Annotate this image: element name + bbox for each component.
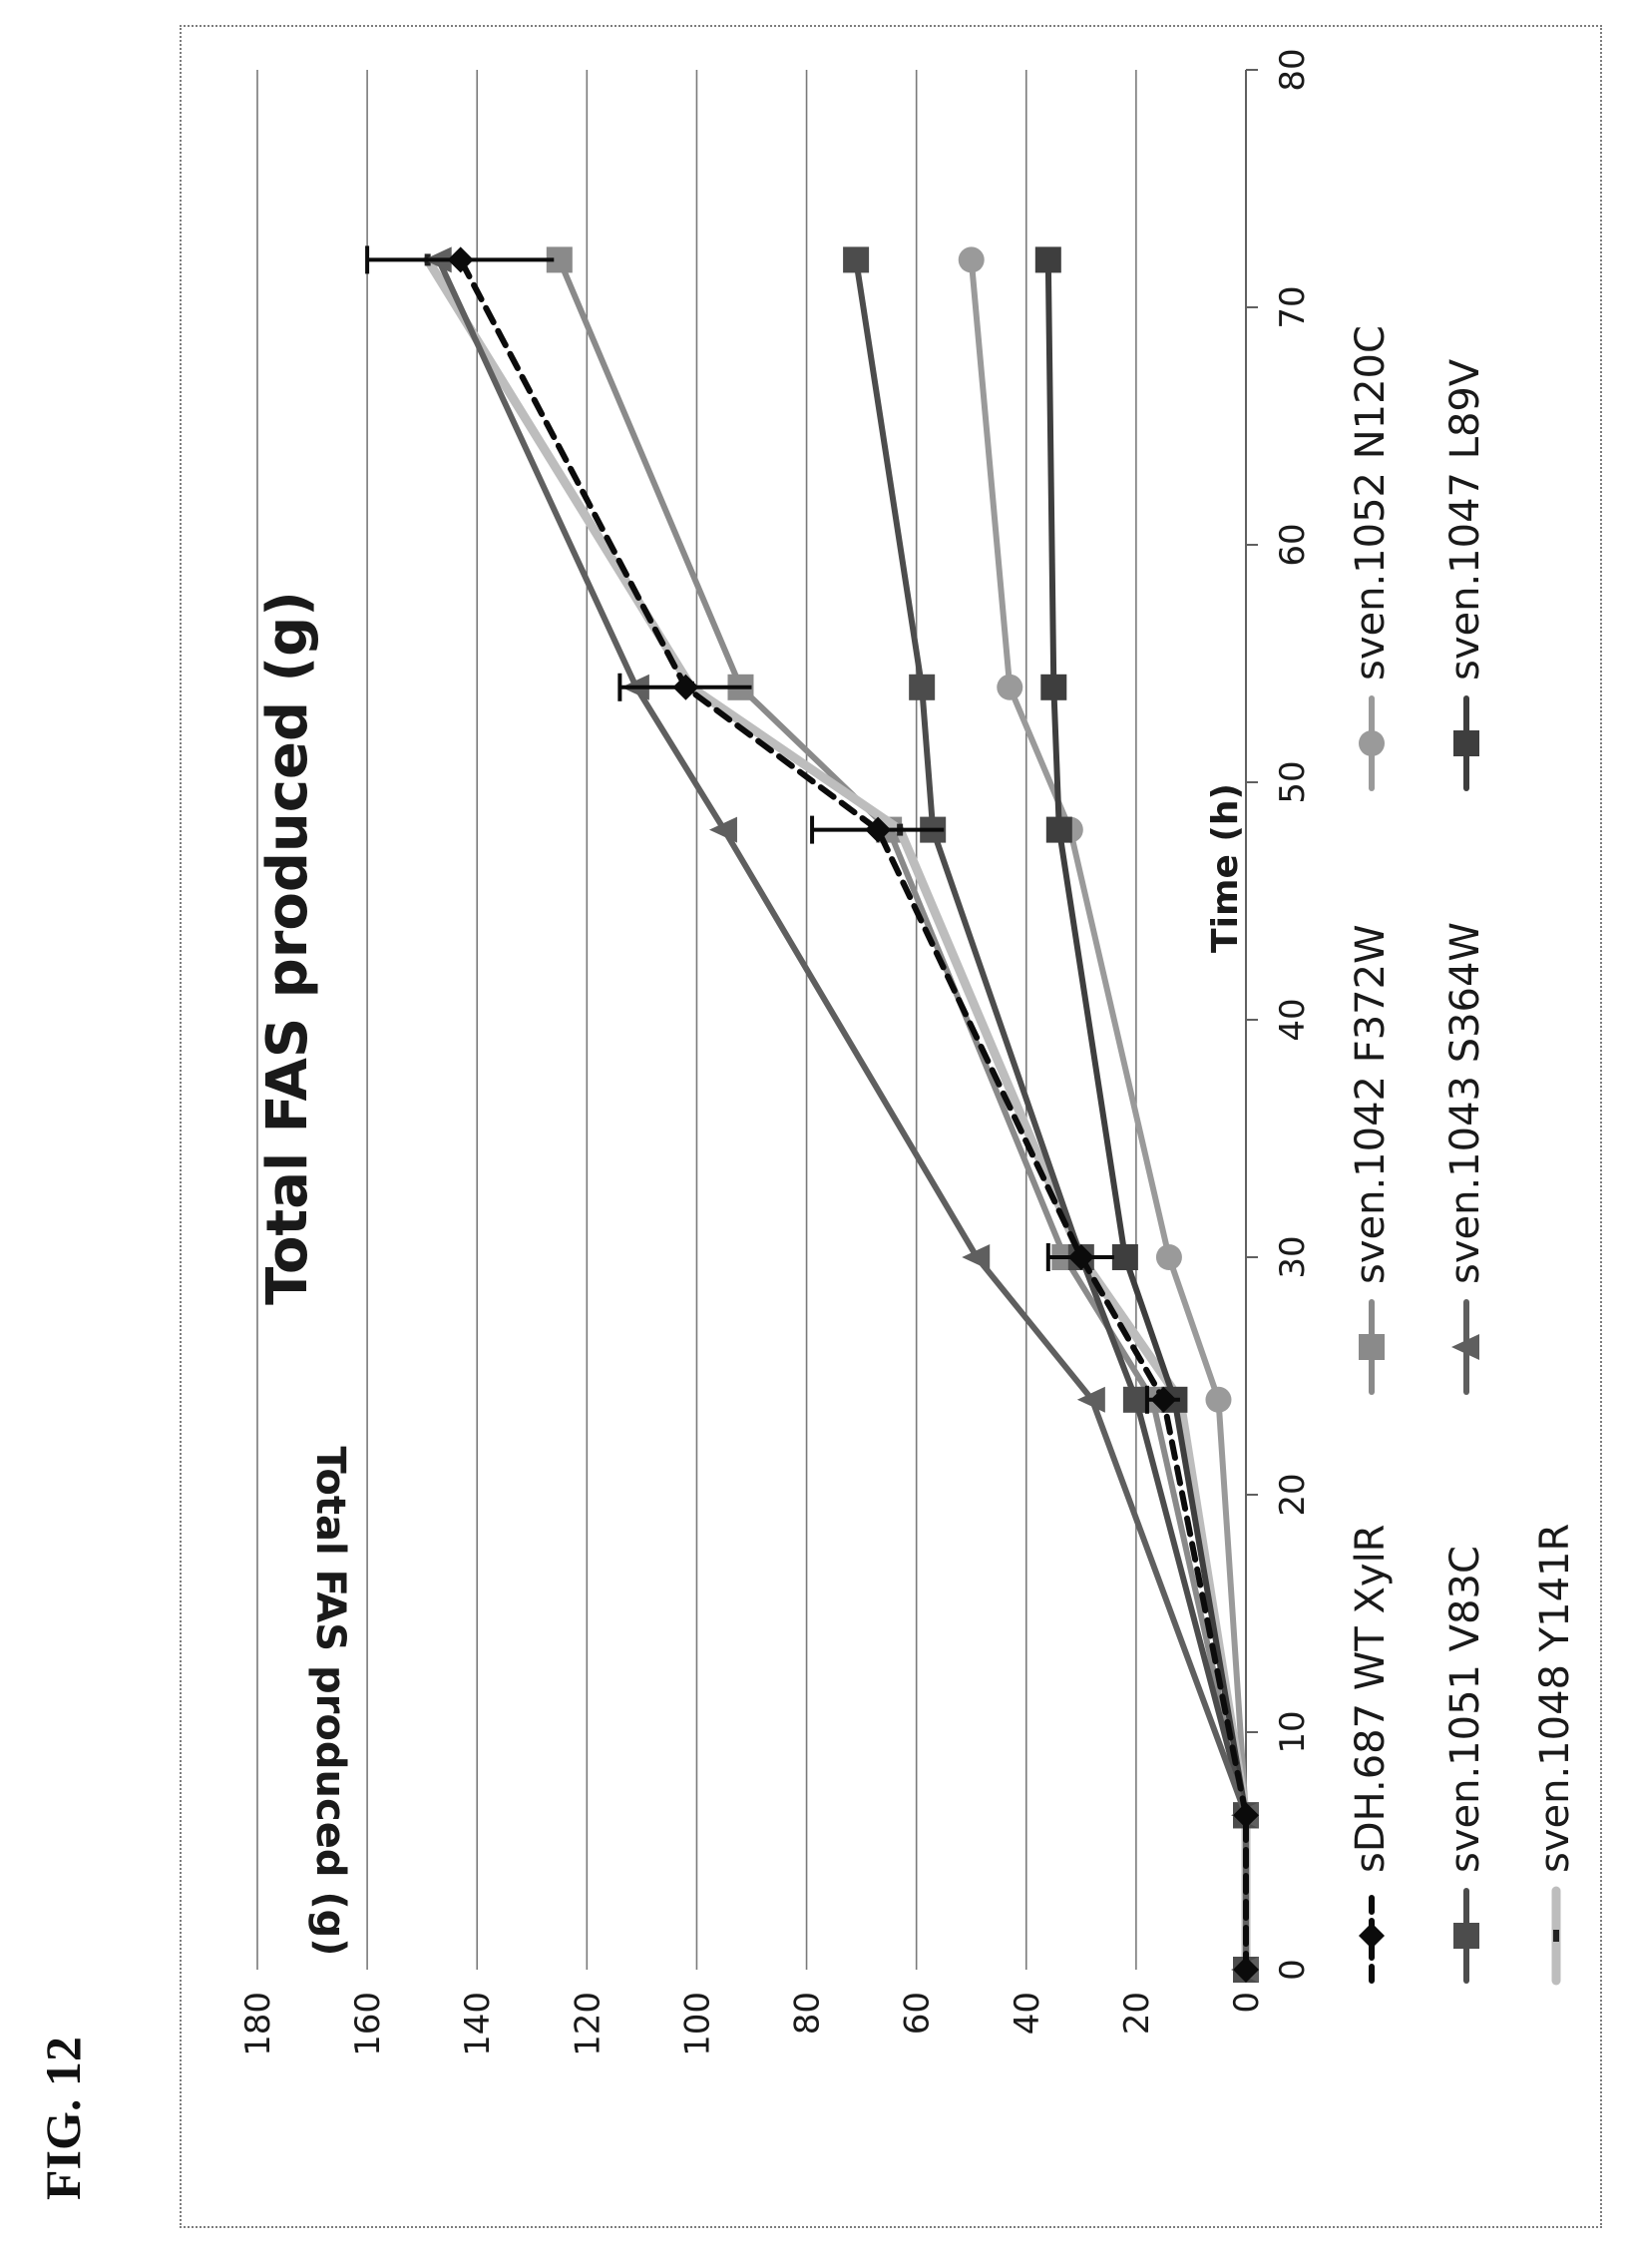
x-tick-label: 20 xyxy=(1273,1473,1313,1516)
diamond-marker xyxy=(1150,1386,1177,1413)
triangle-marker xyxy=(962,1244,991,1270)
legend: sDH.687 WT XylR sven.1042 F372W sven.1052 … xyxy=(1348,325,1578,1986)
square-marker xyxy=(1045,816,1072,843)
circle-marker xyxy=(958,246,985,273)
circle-marker xyxy=(1205,1386,1232,1413)
axes xyxy=(1245,69,1258,1971)
diamond-marker xyxy=(1067,1244,1094,1270)
diamond-marker xyxy=(1233,1802,1259,1829)
y-tick-label: 100 xyxy=(677,1992,717,2056)
legend-label: sven.1042 F372W xyxy=(1348,924,1394,1284)
x-tick-label: 0 xyxy=(1273,1959,1313,1981)
y-tick-label: 40 xyxy=(1008,1992,1047,2035)
square-marker xyxy=(843,246,870,273)
legend-entry: sven.1052 N120C xyxy=(1348,325,1394,791)
circle-marker xyxy=(1359,730,1385,756)
square-marker xyxy=(1453,730,1479,756)
chart-frame xyxy=(180,25,1602,2228)
legend-label: sven.1047 L89V xyxy=(1442,358,1488,680)
y-tick-label: 180 xyxy=(238,1992,278,2056)
x-tick-label: 10 xyxy=(1273,1710,1313,1753)
circle-marker xyxy=(1155,1244,1182,1270)
square-marker xyxy=(1359,1334,1385,1360)
square-marker xyxy=(1040,674,1067,700)
series-3 xyxy=(546,246,1259,1983)
legend-label: sven.1051 V83C xyxy=(1442,1546,1488,1873)
triangle-marker xyxy=(1076,1386,1105,1413)
y-tick-label: 20 xyxy=(1117,1992,1157,2035)
x-tick-label: 40 xyxy=(1273,998,1313,1041)
triangle-marker xyxy=(708,816,737,843)
gridlines xyxy=(256,70,1137,1970)
legend-entry: sven.1043 S364W xyxy=(1442,922,1488,1395)
square-marker xyxy=(1122,1386,1149,1413)
legend-entry: sven.1051 V83C xyxy=(1442,1546,1488,1984)
x-tick-label: 80 xyxy=(1273,48,1313,91)
y-tick-label: 60 xyxy=(898,1992,938,2035)
series-line xyxy=(556,256,1249,1973)
x-tick-label: 30 xyxy=(1273,1235,1313,1278)
x-tick-label: 60 xyxy=(1273,523,1313,566)
diamond-marker xyxy=(447,246,474,273)
legend-entry: sven.1042 F372W xyxy=(1348,924,1394,1395)
legend-entry: sDH.687 WT XylR xyxy=(1348,1525,1394,1984)
diamond-marker xyxy=(1233,1957,1259,1983)
series-2 xyxy=(423,253,1251,1976)
legend-entry: sven.1047 L89V xyxy=(1442,358,1488,791)
legend-label: sven.1052 N120C xyxy=(1348,325,1394,680)
square-marker xyxy=(1034,246,1061,273)
diamond-marker xyxy=(1359,1923,1385,1949)
legend-label: sven.1043 S364W xyxy=(1442,922,1488,1284)
x-tick-label: 70 xyxy=(1273,285,1313,328)
diamond-marker xyxy=(865,816,892,843)
y-tick-label: 120 xyxy=(568,1992,608,2056)
square-marker xyxy=(1453,1923,1479,1949)
circle-marker xyxy=(997,674,1023,700)
chart-title: Total FAS produced (g) xyxy=(255,591,320,1305)
y-tick-label: 0 xyxy=(1227,1992,1267,2014)
triangle-marker xyxy=(1451,1334,1479,1360)
series-line xyxy=(457,256,1249,1973)
legend-label: sDH.687 WT XylR xyxy=(1348,1525,1394,1873)
y-tick-label: 80 xyxy=(788,1992,828,2035)
square-marker xyxy=(909,674,936,700)
square-marker xyxy=(1111,1244,1138,1270)
y-tick-label: 140 xyxy=(458,1992,498,2056)
y-axis-title: Total FAS produced (g) xyxy=(307,1446,353,1956)
legend-entry: sven.1048 Y141R xyxy=(1532,1524,1578,1986)
series-line xyxy=(435,256,1249,1973)
diamond-marker xyxy=(672,674,699,700)
x-tick-label: 50 xyxy=(1273,760,1313,803)
x-axis-title: Time (h) xyxy=(1205,783,1246,953)
series-0 xyxy=(365,245,1259,1983)
dash-marker xyxy=(1553,1930,1559,1942)
y-tick-label: 160 xyxy=(348,1992,388,2056)
legend-label: sven.1048 Y141R xyxy=(1532,1524,1578,1873)
series-layer xyxy=(365,245,1259,1983)
tick-labels: 0 20 40 60 80 100 120 140 160 180 0 10 20 30 40 50 60 70 8… xyxy=(238,48,1313,2056)
series-line xyxy=(423,254,1251,1975)
